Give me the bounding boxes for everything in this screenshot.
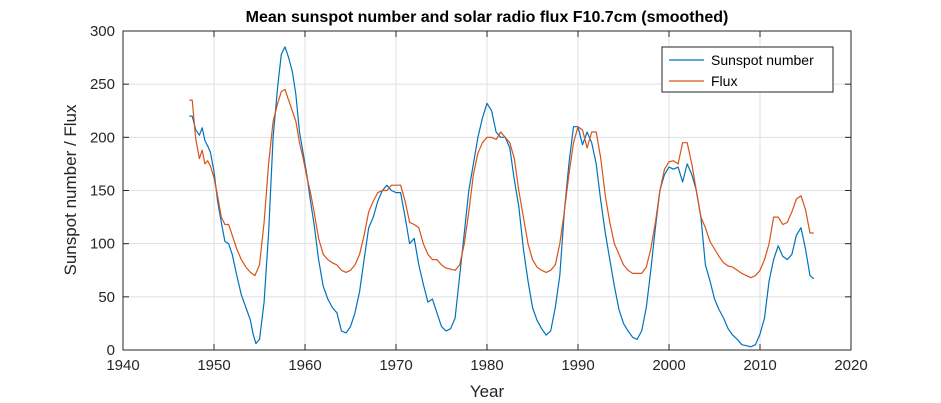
y-tick-label: 300 xyxy=(90,23,115,40)
series-line-sunspot-number xyxy=(189,46,815,348)
y-tick-label: 0 xyxy=(107,342,115,359)
series-line-flux xyxy=(189,88,814,279)
x-tick-label: 2010 xyxy=(743,357,776,374)
x-tick-label: 2000 xyxy=(652,357,685,374)
chart-title: Mean sunspot number and solar radio flux… xyxy=(246,9,729,26)
legend-label-sunspot-number: Sunspot number xyxy=(711,52,814,68)
x-tick-label: 1950 xyxy=(197,357,230,374)
tick-layer: 1940 1950 1960 1970 1980 1990 2000 2010 2020 0 50 1… xyxy=(90,23,868,374)
x-tick-label: 1990 xyxy=(561,357,594,374)
x-tick-label: 1940 xyxy=(106,357,139,374)
legend-box xyxy=(661,46,834,93)
x-axis-label: Year xyxy=(470,382,505,401)
x-tick-label: 1960 xyxy=(288,357,321,374)
legend: Sunspot number Flux xyxy=(661,46,834,93)
series-layer xyxy=(189,46,815,348)
x-tick-label: 1980 xyxy=(470,357,503,374)
x-tick-label: 1970 xyxy=(379,357,412,374)
legend-label-flux: Flux xyxy=(711,73,737,89)
y-axis-label: Sunspot number / Flux xyxy=(61,104,80,276)
y-tick-label: 100 xyxy=(90,236,115,253)
x-tick-label: 2020 xyxy=(834,357,867,374)
y-tick-label: 250 xyxy=(90,76,115,93)
y-tick-label: 150 xyxy=(90,183,115,200)
y-tick-label: 200 xyxy=(90,129,115,146)
y-tick-label: 50 xyxy=(98,289,115,306)
